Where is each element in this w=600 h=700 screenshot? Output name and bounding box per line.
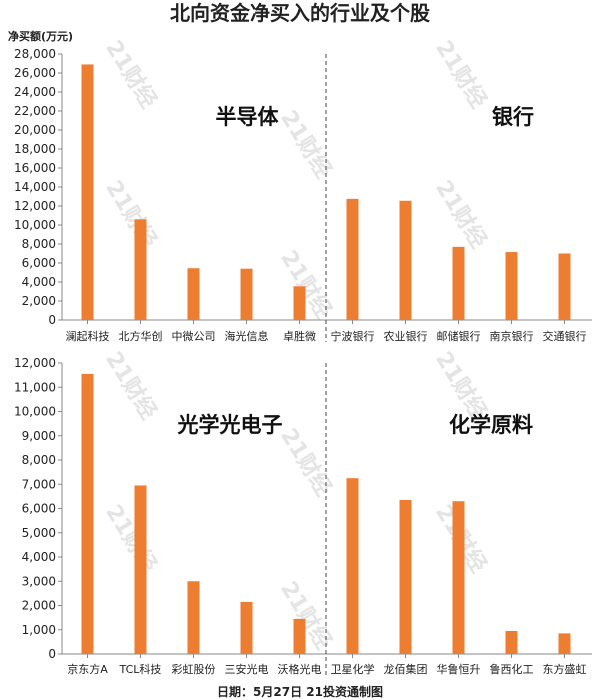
x-tick-label: 中微公司 [172,329,216,343]
y-tick-label: 5,000 [22,526,56,540]
x-tick-label: 三安光电 [225,662,269,676]
y-tick-label: 6,000 [22,256,56,270]
y-axis-unit-label: 净买额(万元) [8,30,74,43]
watermark: 21财经 [430,36,492,113]
bar [399,500,412,654]
watermark: 21财经 [430,176,492,253]
y-tick-label: 22,000 [14,104,56,118]
chart-title: 北向资金净买入的行业及个股 [170,1,430,25]
bar [81,64,94,320]
bar [505,252,518,320]
x-tick-label: 鲁西化工 [490,662,534,676]
bar [293,618,306,654]
bar [558,253,571,320]
x-tick-label: 卓胜微 [283,329,316,343]
watermark: 21财经 [100,176,162,253]
y-tick-label: 4,000 [22,275,56,289]
x-tick-label: 沃格光电 [278,662,322,676]
group-label: 光学光电子 [177,413,283,437]
bar [134,219,147,320]
bar [346,198,359,320]
x-tick-label: 北方华创 [119,329,163,343]
bar [293,286,306,320]
watermark: 21财经 [275,106,337,183]
x-tick-label: 宁波银行 [331,329,375,343]
bar [81,373,94,654]
x-tick-label: 龙佰集团 [384,662,428,676]
x-tick-label: 邮储银行 [437,329,481,343]
bar [240,601,253,654]
y-tick-label: 7,000 [22,477,56,491]
x-tick-label: 交通银行 [543,329,587,343]
group-label: 银行 [492,105,534,129]
x-tick-label: 卫星化学 [331,662,375,676]
y-tick-label: 2,000 [22,294,56,308]
bar [240,268,253,320]
bar [346,478,359,654]
bar [134,485,147,654]
bar [452,246,465,320]
bar [505,630,518,654]
y-tick-label: 8,000 [22,237,56,251]
y-tick-label: 28,000 [14,47,56,61]
y-tick-label: 16,000 [14,161,56,175]
watermark: 21财经 [275,246,337,323]
watermark: 21财经 [275,424,337,501]
x-tick-label: 京东方A [67,662,108,676]
watermark: 21财经 [275,577,337,654]
x-tick-label: 澜起科技 [66,329,110,343]
x-tick-label: TCL科技 [119,662,162,676]
watermark: 21财经 [100,347,162,424]
y-tick-label: 11,000 [14,380,56,394]
y-tick-label: 2,000 [22,599,56,613]
x-tick-label: 东方盛虹 [543,662,587,676]
y-tick-label: 10,000 [14,218,56,232]
y-tick-label: 1,000 [22,623,56,637]
x-tick-label: 海光信息 [225,329,269,343]
group-label: 化学原料 [449,413,533,437]
bar [187,581,200,654]
y-tick-label: 26,000 [14,66,56,80]
y-tick-label: 10,000 [14,405,56,419]
y-tick-label: 12,000 [14,199,56,213]
y-tick-label: 3,000 [22,574,56,588]
x-tick-label: 彩虹股份 [172,663,216,676]
y-tick-label: 24,000 [14,85,56,99]
x-tick-label: 农业银行 [384,329,428,343]
y-tick-label: 4,000 [22,550,56,564]
bar [452,501,465,654]
footer-credit: 日期：5月27日 21投资通制图 [217,685,383,699]
x-tick-label: 华鲁恒升 [437,662,481,676]
bar [558,633,571,654]
y-tick-label: 14,000 [14,180,56,194]
y-tick-label: 18,000 [14,142,56,156]
y-tick-label: 0 [48,647,56,661]
group-label: 半导体 [216,105,280,129]
y-tick-label: 6,000 [22,502,56,516]
watermark: 21财经 [100,36,162,113]
y-tick-label: 20,000 [14,123,56,137]
y-tick-label: 12,000 [14,356,56,370]
y-tick-label: 8,000 [22,453,56,467]
watermark: 21财经 [100,500,162,577]
bar [187,268,200,320]
bar [399,200,412,320]
y-tick-label: 9,000 [22,429,56,443]
y-tick-label: 0 [48,313,56,327]
x-tick-label: 南京银行 [490,329,534,343]
